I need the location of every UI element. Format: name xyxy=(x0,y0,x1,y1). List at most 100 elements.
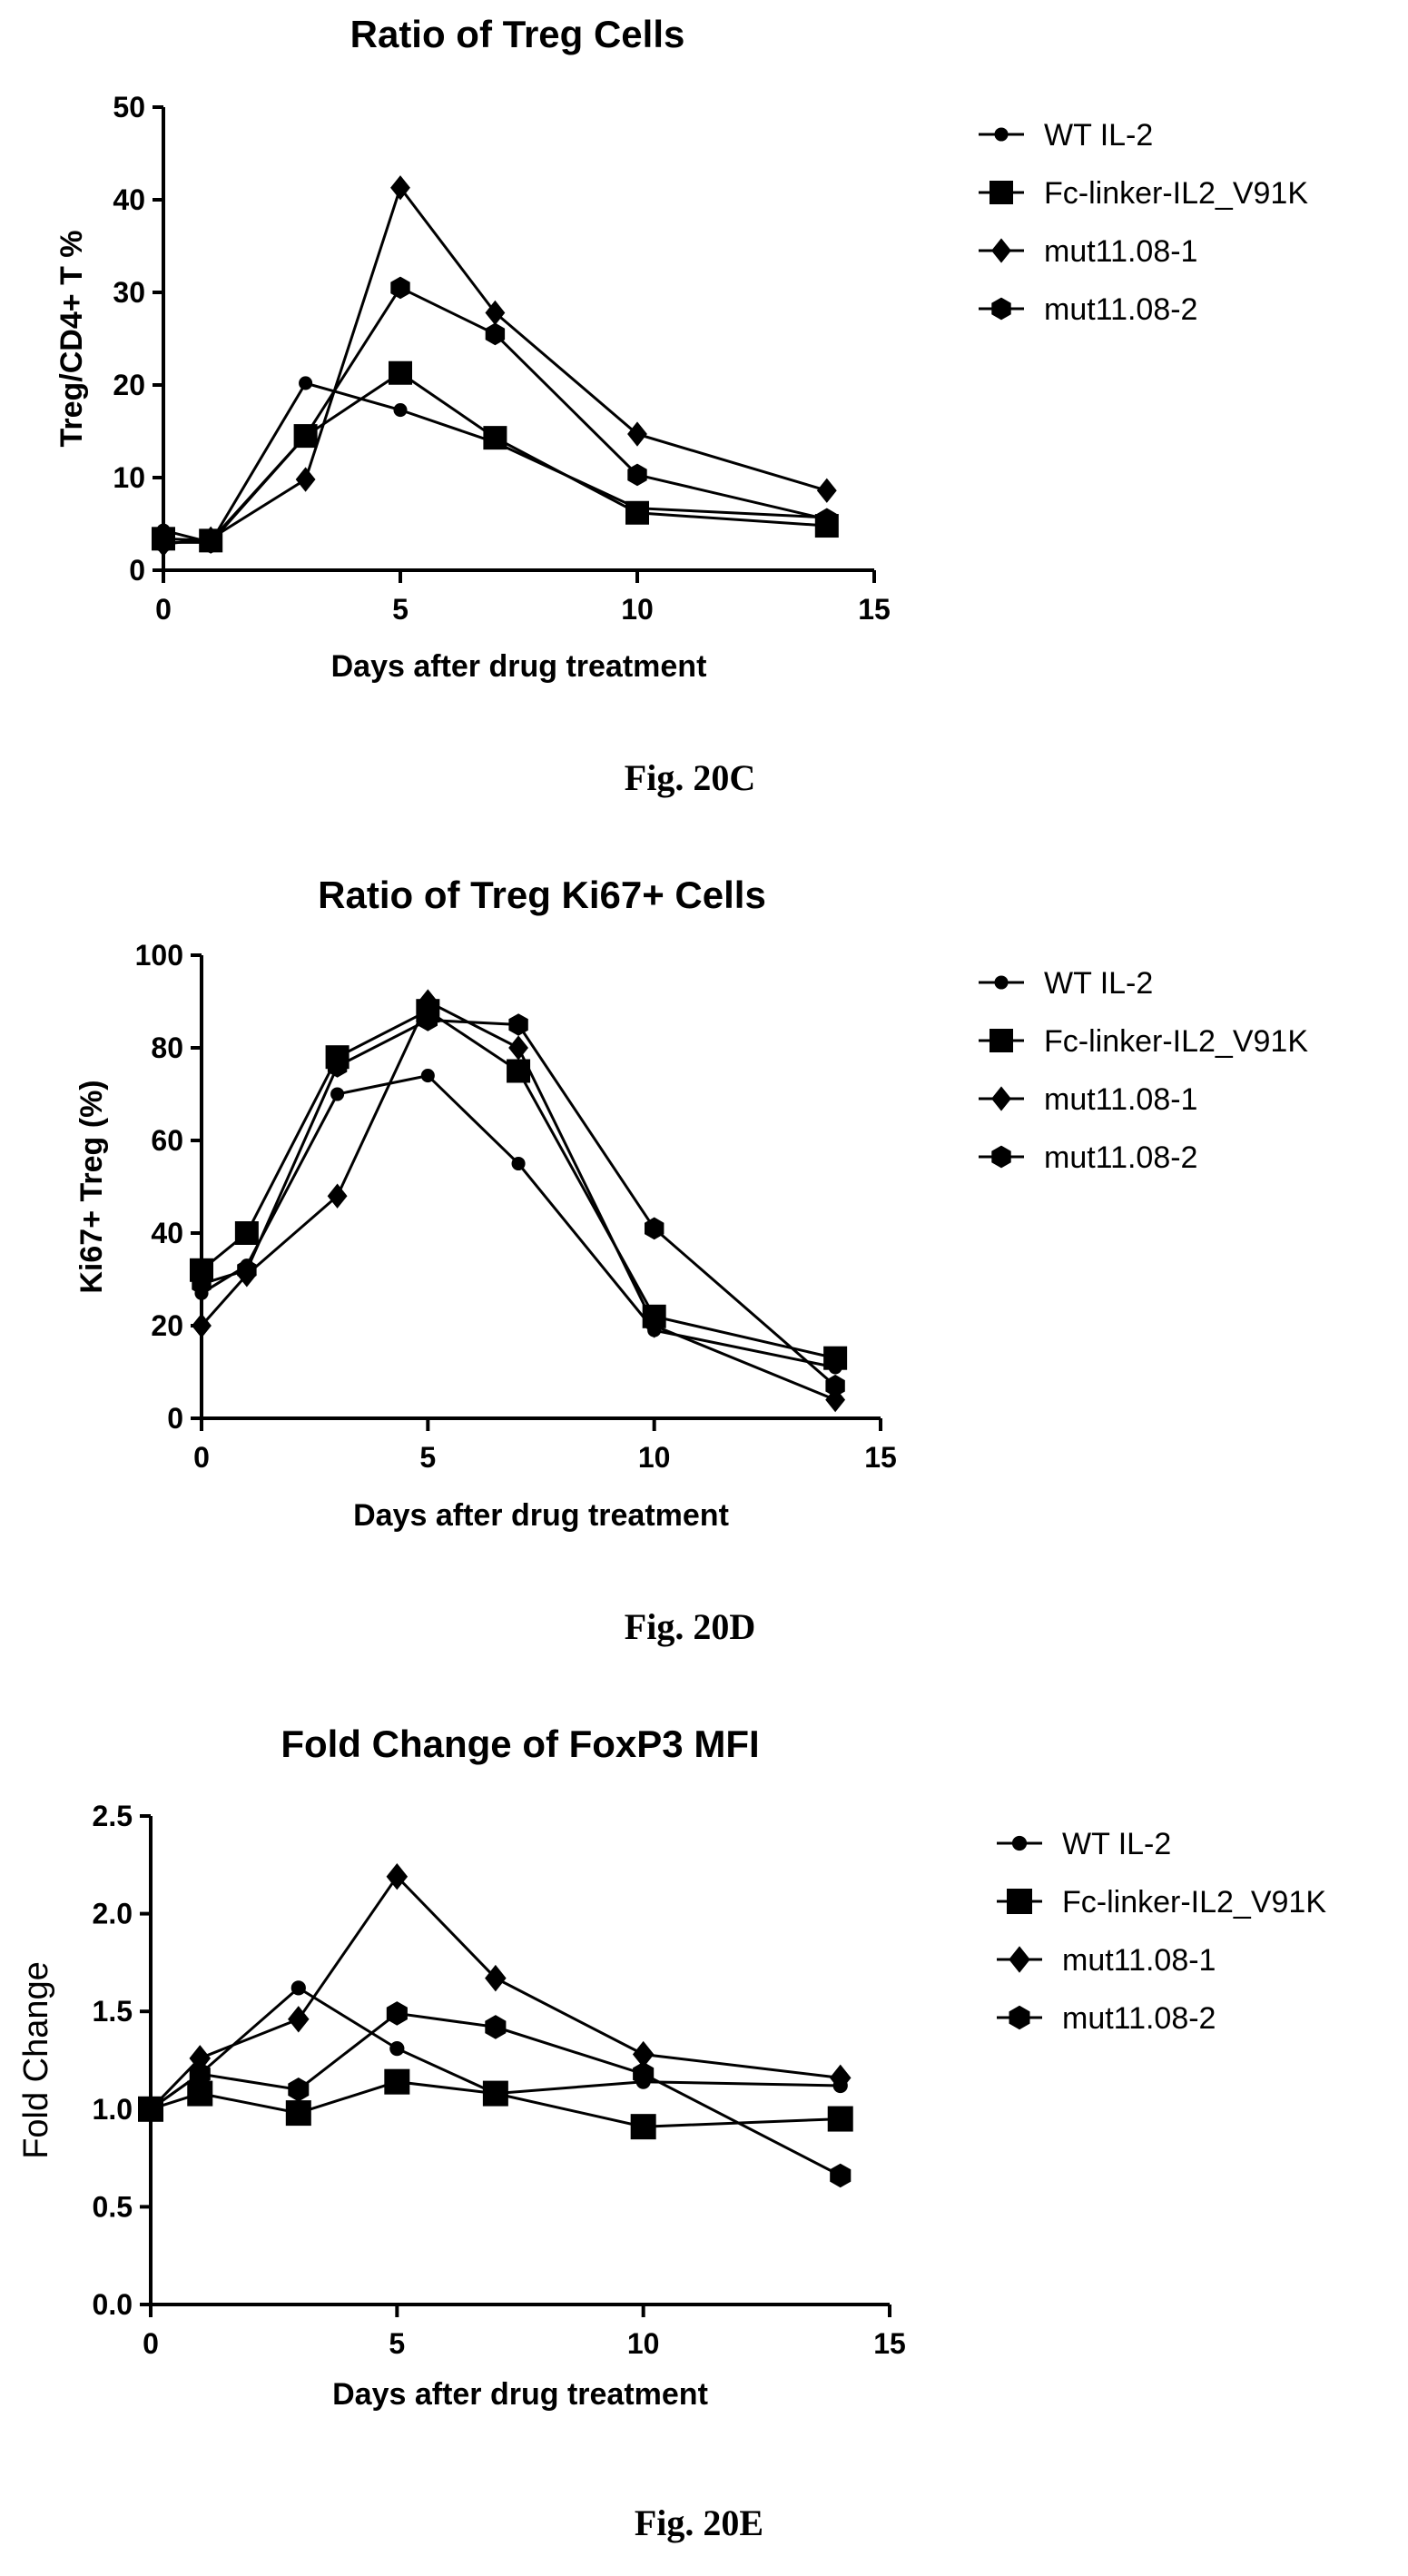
data-point-fc-linker-il2-v91k xyxy=(234,1221,259,1245)
chart-panel-20d: Ratio of Treg Ki67+ Cells 0 20 40 60 80 100 0 5 1… xyxy=(0,854,1408,1707)
y-tick-label: 60 xyxy=(151,1124,183,1157)
data-point-fc-linker-il2-v91k xyxy=(827,2106,853,2132)
legend-item-wt-il-2: WT IL-2 xyxy=(979,966,1153,1001)
data-point-mut11-08-2 xyxy=(485,2015,507,2039)
y-axis-label: Fold Change xyxy=(17,1961,55,2159)
x-tick-label: 10 xyxy=(627,2327,660,2360)
legend-marker-mut11-08-1 xyxy=(991,1086,1011,1111)
x-tick-label: 15 xyxy=(864,1441,897,1474)
data-point-mut11-08-2 xyxy=(140,2097,162,2122)
x-tick-label: 10 xyxy=(638,1441,671,1474)
legend-marker-fc-linker-il2-v91k xyxy=(1007,1889,1032,1914)
data-point-mut11-08-1 xyxy=(189,2045,212,2072)
data-point-wt-il-2 xyxy=(420,1069,435,1083)
y-tick-label: 2.5 xyxy=(93,1800,133,1832)
data-point-mut11-08-2 xyxy=(508,1013,528,1036)
data-point-mut11-08-2 xyxy=(830,2163,852,2188)
data-point-wt-il-2 xyxy=(511,1156,526,1171)
data-point-wt-il-2 xyxy=(330,1087,345,1101)
y-tick-label: 50 xyxy=(113,91,145,123)
legend-item-fc-linker-il2-v91k: Fc-linker-IL2_V91K xyxy=(997,1885,1326,1920)
legend-marker-fc-linker-il2-v91k xyxy=(990,181,1013,204)
data-point-wt-il-2 xyxy=(389,2040,405,2057)
legend-marker-mut11-08-2 xyxy=(991,1145,1011,1169)
legend-item-mut11-08-2: mut11.08-2 xyxy=(979,292,1197,327)
chart-title: Ratio of Treg Cells xyxy=(350,13,685,55)
legend-marker-mut11-08-1 xyxy=(991,238,1011,263)
chart-ratio-treg-ki67: Ratio of Treg Ki67+ Cells 0 20 40 60 80 100 0 5 1… xyxy=(74,873,1308,1647)
legend-marker-wt-il-2 xyxy=(994,975,1009,990)
legend-label: mut11.08-2 xyxy=(1044,1140,1197,1175)
legend-marker-wt-il-2 xyxy=(1011,1835,1028,1851)
legend-item-mut11-08-2: mut11.08-2 xyxy=(979,1140,1197,1175)
data-point-mut11-08-1 xyxy=(829,2064,852,2092)
data-point-mut11-08-2 xyxy=(645,1217,665,1240)
y-axis-label: Treg/CD4+ T % xyxy=(54,230,89,447)
x-tick-label: 0 xyxy=(155,593,172,626)
data-point-mut11-08-2 xyxy=(633,2061,655,2087)
legend-item-wt-il-2: WT IL-2 xyxy=(997,1827,1171,1861)
data-point-fc-linker-il2-v91k xyxy=(384,2068,410,2095)
legend-label: mut11.08-2 xyxy=(1062,2001,1216,2036)
data-point-mut11-08-1 xyxy=(816,478,837,503)
legend-marker-wt-il-2 xyxy=(994,127,1009,142)
data-point-mut11-08-2 xyxy=(153,531,173,554)
data-point-mut11-08-1 xyxy=(485,1964,507,1992)
legend-marker-mut11-08-2 xyxy=(991,297,1011,321)
legend-item-fc-linker-il2-v91k: Fc-linker-IL2_V91K xyxy=(979,1024,1308,1059)
x-axis-label: Days after drug treatment xyxy=(332,2377,708,2412)
figure-caption: Fig. 20C xyxy=(625,757,755,798)
data-point-fc-linker-il2-v91k xyxy=(625,500,649,525)
chart-title: Fold Change of FoxP3 MFI xyxy=(281,1722,759,1765)
x-tick-label: 0 xyxy=(193,1441,210,1474)
legend-item-mut11-08-1: mut11.08-1 xyxy=(979,234,1197,269)
y-tick-label: 40 xyxy=(113,183,145,216)
data-point-mut11-08-2 xyxy=(295,424,316,448)
data-point-mut11-08-2 xyxy=(386,2001,408,2026)
data-point-mut11-08-1 xyxy=(418,989,438,1014)
legend-label: mut11.08-1 xyxy=(1044,234,1197,269)
x-axis-label: Days after drug treatment xyxy=(331,649,707,684)
legend-marker-mut11-08-1 xyxy=(1009,1946,1030,1973)
y-tick-label: 0.5 xyxy=(93,2190,133,2223)
legend-label: WT IL-2 xyxy=(1044,118,1153,153)
legend-marker-fc-linker-il2-v91k xyxy=(990,1029,1013,1052)
series-fc-linker-il2-v91k xyxy=(138,2068,853,2140)
series-line-wt-il-2 xyxy=(201,1073,836,1369)
legend-label: WT IL-2 xyxy=(1062,1827,1171,1861)
data-point-mut11-08-2 xyxy=(237,1258,257,1282)
chart-ratio-treg-cells: Ratio of Treg Cells 0 10 20 30 40 50 0 5 10 15 Days… xyxy=(54,13,1308,798)
data-point-mut11-08-2 xyxy=(817,508,837,531)
x-tick-label: 10 xyxy=(621,593,654,626)
series-mut11-08-1 xyxy=(153,175,837,558)
data-point-mut11-08-2 xyxy=(390,276,410,300)
data-point-fc-linker-il2-v91k xyxy=(823,1346,848,1370)
y-tick-label: 10 xyxy=(113,461,145,494)
legend-label: Fc-linker-IL2_V91K xyxy=(1062,1885,1326,1920)
y-axis-label: Ki67+ Treg (%) xyxy=(74,1080,109,1293)
data-point-mut11-08-2 xyxy=(189,2061,211,2087)
legend-label: mut11.08-2 xyxy=(1044,292,1197,327)
legend-label: mut11.08-1 xyxy=(1062,1943,1216,1978)
chart-title: Ratio of Treg Ki67+ Cells xyxy=(318,873,766,916)
data-point-mut11-08-2 xyxy=(201,531,221,554)
data-point-mut11-08-1 xyxy=(192,1313,212,1338)
series-fc-linker-il2-v91k xyxy=(152,360,839,553)
data-point-fc-linker-il2-v91k xyxy=(630,2114,656,2140)
data-point-mut11-08-1 xyxy=(288,2006,310,2033)
data-point-mut11-08-2 xyxy=(418,1009,438,1031)
y-tick-label: 2.0 xyxy=(93,1898,133,1930)
legend-item-wt-il-2: WT IL-2 xyxy=(979,118,1153,153)
data-point-mut11-08-1 xyxy=(644,1313,665,1338)
x-tick-label: 15 xyxy=(858,593,891,626)
x-tick-label: 15 xyxy=(873,2327,906,2360)
legend-item-mut11-08-1: mut11.08-1 xyxy=(997,1943,1216,1978)
figure-caption: Fig. 20D xyxy=(625,1606,755,1647)
figure-caption: Fig. 20E xyxy=(635,2502,763,2543)
x-tick-label: 5 xyxy=(392,593,409,626)
x-axis-label: Days after drug treatment xyxy=(353,1498,729,1533)
y-tick-label: 20 xyxy=(151,1309,183,1342)
x-tick-label: 0 xyxy=(143,2327,159,2360)
data-point-mut11-08-2 xyxy=(485,322,506,346)
data-point-mut11-08-2 xyxy=(825,1374,845,1397)
